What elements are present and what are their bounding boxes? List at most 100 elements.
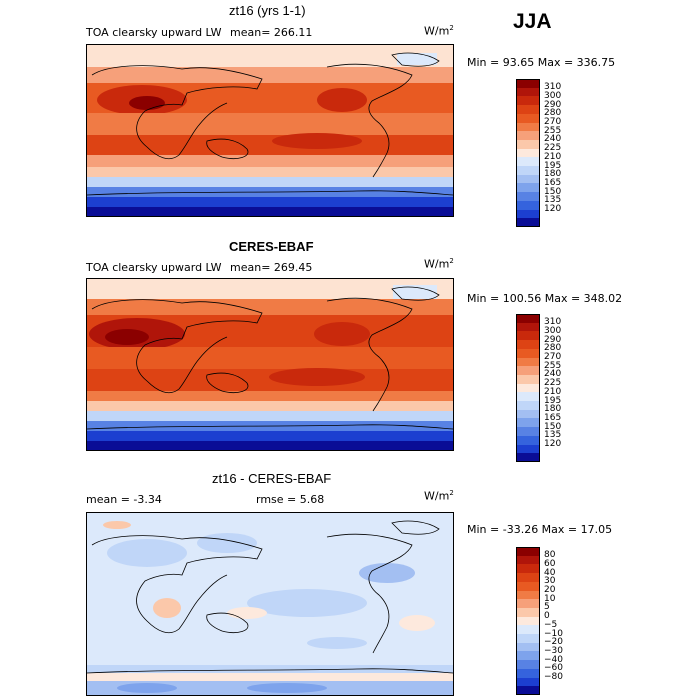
band-high-north	[87, 299, 453, 315]
colorbar-tick-label: 310	[544, 82, 562, 93]
coastline-eurasia-africa	[91, 535, 263, 634]
diff-patch	[197, 533, 257, 553]
colorbar-tick-label: −80	[544, 672, 563, 682]
mexico-hot-region	[314, 322, 370, 346]
diff-patch	[153, 598, 181, 618]
band-antarctic-2	[87, 431, 453, 441]
season-label: JJA	[513, 10, 552, 33]
colorbar-tick-label: 0	[544, 611, 550, 622]
colorbar-frame	[516, 314, 540, 462]
sahara-core	[129, 96, 165, 110]
colorbar-tick-label: 195	[544, 395, 562, 406]
band-southern-ocean	[87, 167, 453, 177]
panel-2-map	[86, 278, 454, 451]
colorbar-tick-label: 30	[544, 576, 556, 587]
panel-2-variable-label: TOA clearsky upward LW	[86, 261, 222, 274]
band-tropics	[87, 113, 453, 135]
panel-3-map	[86, 512, 454, 696]
panel-3-title: zt16 - CERES-EBAF	[212, 471, 332, 486]
colorbar-tick-label: 120	[544, 439, 562, 449]
colorbar-tick-label: 40	[544, 567, 556, 578]
panel-2-units-text: W/m	[424, 257, 450, 271]
colorbar-tick-label: 180	[544, 404, 562, 415]
coastline-antarctica	[87, 190, 453, 196]
colorbar-tick-label: 150	[544, 186, 562, 197]
colorbar-tick-label: 5	[544, 602, 550, 613]
colorbar-tick-label: 10	[544, 593, 556, 604]
diff-band	[87, 673, 453, 681]
colorbar-tick-label: 135	[544, 195, 562, 206]
coastline-greenland	[391, 286, 440, 301]
panel-3-minmax: Min = -33.26 Max = 17.05	[467, 523, 613, 536]
colorbar-tick-label: −30	[544, 645, 563, 656]
colorbar-tick-label: 255	[544, 360, 562, 371]
diff-patch	[117, 683, 177, 693]
colorbar-tick-label: 225	[544, 378, 562, 389]
colorbar-tick-label: 150	[544, 421, 562, 432]
colorbar-tick-label: 165	[544, 177, 562, 188]
panel-1-units: W/m2	[424, 25, 454, 37]
band-midlat-south	[87, 155, 453, 167]
panel-1-units-text: W/m	[424, 24, 450, 38]
coastlines	[87, 520, 453, 674]
colorbar-frame	[516, 547, 540, 695]
colorbar-tick-label: −20	[544, 637, 563, 648]
colorbar-tick-label: −40	[544, 654, 563, 665]
coastline-greenland	[391, 52, 440, 67]
diff-patch	[107, 539, 187, 567]
colorbar-frame	[516, 79, 540, 227]
band-subtropics-south	[87, 135, 453, 155]
band-subtropics-south	[87, 369, 453, 391]
mexico-hot-region	[317, 88, 367, 112]
panel-1-map	[86, 44, 454, 217]
panel-1-mean-label: mean= 266.11	[230, 26, 313, 39]
panel-1-title: zt16 (yrs 1-1)	[229, 3, 306, 18]
colorbar-tick-label: 20	[544, 585, 556, 595]
colorbar-tick-label: −10	[544, 628, 563, 639]
panel-3-units-text: W/m	[424, 489, 450, 503]
coastline-australia	[206, 612, 249, 633]
band-southern-ocean	[87, 401, 453, 411]
panel-2-mean-label: mean= 269.45	[230, 261, 313, 274]
colorbar-tick-label: 240	[544, 134, 562, 145]
colorbar-tick-label: 60	[544, 558, 556, 569]
south-pacific-high	[269, 368, 365, 386]
colorbar-tick-label: 240	[544, 369, 562, 380]
colorbar-tick-label: 165	[544, 412, 562, 423]
sahara-core	[105, 329, 149, 345]
panel-3-map-svg	[87, 513, 453, 695]
panel-2-units-exponent: 2	[449, 257, 454, 265]
coastline-australia	[206, 138, 249, 159]
band-antarctic-2	[87, 197, 453, 207]
colorbar-tick-label: 310	[544, 317, 562, 328]
diff-patch	[359, 563, 415, 583]
coastline-americas	[326, 63, 413, 178]
panel-1-units-exponent: 2	[449, 24, 454, 32]
band-midlat-south	[87, 391, 453, 401]
diff-patch	[103, 521, 131, 529]
diff-patch	[227, 607, 267, 619]
colorbar-tick-label: −60	[544, 663, 563, 674]
diff-patch	[247, 683, 327, 693]
coastline-eurasia-africa	[91, 65, 263, 160]
colorbar-tick-label: 270	[544, 117, 562, 127]
south-pacific-high	[272, 133, 362, 149]
coastlines	[87, 286, 453, 430]
colorbar-tick-label: 135	[544, 430, 562, 441]
panel-1-map-svg	[87, 45, 453, 216]
colorbar-tick-label: −5	[544, 619, 558, 630]
panel-3-mean-label: mean = -3.34	[86, 493, 162, 506]
colorbar-tick-label: 300	[544, 325, 562, 336]
band-high-north	[87, 67, 453, 83]
panel-2-minmax: Min = 100.56 Max = 348.02	[467, 292, 623, 305]
coastline-eurasia-africa	[91, 299, 263, 394]
band-ice-edge	[87, 177, 453, 187]
coastline-australia	[206, 372, 249, 393]
colorbar-tick-label: 120	[544, 204, 562, 214]
diff-patch	[399, 615, 435, 631]
panel-1-variable-label: TOA clearsky upward LW	[86, 26, 222, 39]
colorbar-tick-label: 290	[544, 99, 562, 110]
coastline-antarctica	[87, 668, 453, 674]
coastline-greenland	[391, 520, 440, 535]
panel-1-minmax: Min = 93.65 Max = 336.75	[467, 56, 616, 69]
